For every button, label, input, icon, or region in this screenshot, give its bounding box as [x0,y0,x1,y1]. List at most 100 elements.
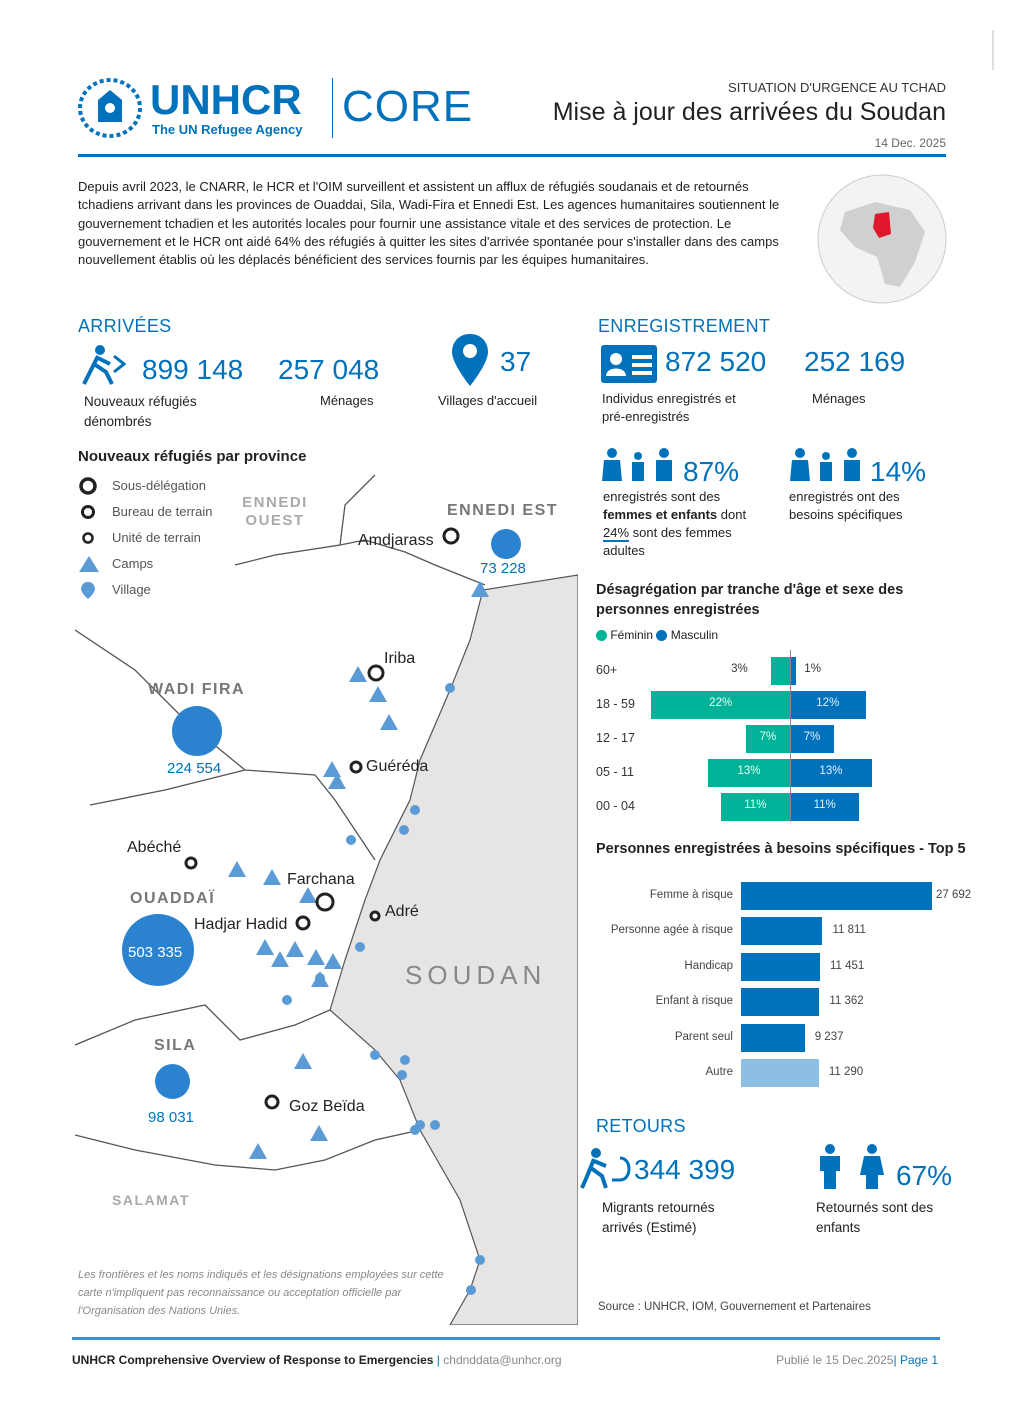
logo-divider [332,78,333,138]
male-bar-label: 11% [813,799,836,811]
camp-marker [307,949,325,965]
region-sila: SILA [154,1037,197,1054]
wc-label-bold: femmes et enfants [603,507,718,522]
registration-households-value: 252 169 [804,346,906,377]
legend-field-unit: Unité de terrain [112,530,201,545]
female-bar [720,793,790,821]
female-legend-label: Féminin [610,628,654,642]
female-bar-label: 13% [737,765,761,777]
specific-needs-label: enregistrés ont des besoins spécifiques [789,489,903,522]
arrivals-refugees-value: 899 148 [142,354,244,385]
place-guereda: Guéréda [366,758,429,775]
children-icon [820,1144,884,1189]
scrollbar[interactable] [992,30,994,70]
region-ennedi-ouest: ENNEDI OUEST [242,494,308,529]
needs-bar [741,1059,819,1087]
female-bar-label: 7% [759,731,777,743]
bubble-ennedi-est [491,529,521,559]
registration-households-label: Ménages [812,391,866,406]
male-bar [790,793,860,821]
core-logo: CORE [342,82,474,131]
footer-right: Publié le 15 Dec.2025| Page 1 [776,1353,938,1367]
needs-value-label: 11 362 [829,995,864,1008]
age-chart-title: Désagrégation par tranche d'âge et sexe … [596,582,904,618]
male-legend-dot [656,630,668,642]
bubble-ouaddai [122,914,194,986]
returnee-walking-icon [580,1148,631,1189]
bubble-wadi-fira [172,706,222,756]
registration-individuals-label: Individus enregistrés et pré-enregistrés [602,391,736,424]
needs-value-label: 11 811 [832,924,866,937]
region-ouaddai: OUADDAÏ [130,890,216,907]
needs-value-label: 9 237 [814,1030,844,1043]
wc-label-pct: 24% [603,525,630,542]
returns-migrants-value: 344 399 [634,1154,736,1185]
office-marker [349,760,363,774]
arrivals-heading: ARRIVÉES [78,316,172,336]
camp-marker [380,714,398,730]
legend-village: Village [112,582,151,597]
sub-delegation-icon [79,477,97,495]
male-bar [790,657,797,685]
village-marker [445,683,455,693]
office-marker [264,1094,280,1110]
registration-individuals-value: 872 520 [665,346,767,377]
footer-email-link[interactable]: chdnddata@unhcr.org [443,1353,562,1367]
footer-org: UNHCR Comprehensive Overview of Response… [72,1353,434,1367]
camp-icon [79,556,99,572]
female-legend-dot [596,630,607,642]
needs-bar [741,988,820,1017]
office-marker [295,915,311,931]
needs-category-label: Handicap [684,959,733,972]
arrivals-refugees-label: Nouveaux réfugiés dénombrés [84,394,197,429]
camp-marker [286,941,304,957]
village-marker [430,1120,440,1130]
returns-heading: RETOURS [596,1116,686,1136]
camp-marker [299,887,317,903]
village-marker [282,995,292,1005]
age-pyramid-chart: 60+ 3% 1% 18 - 59 22% 12% 12 - 17 7% 7% 05 - 11 13… [590,650,890,830]
place-iriba: Iriba [384,650,416,667]
village-marker [370,1050,380,1060]
age-category-label: 60+ [596,663,618,677]
village-marker [355,942,365,952]
camp-marker [263,869,281,885]
value-ennedi-est: 73 228 [480,560,526,577]
region-wadi-fira: WADI FIRA [148,681,246,698]
female-bar [708,759,790,787]
value-sila: 98 031 [148,1109,194,1126]
map-area[interactable] [75,470,578,1325]
female-bar-label: 22% [709,697,733,709]
women-children-label: enregistrés sont des femmes et enfants d… [603,488,763,560]
specific-needs-pct: 14% [870,456,927,487]
needs-category-label: Personne agée à risque [610,924,733,937]
village-marker [399,825,409,835]
village-marker [400,1055,410,1065]
needs-value-label: 11 290 [828,1066,864,1078]
region-soudan: SOUDAN [405,960,547,990]
age-category-label: 05 - 11 [596,765,634,779]
arrivals-villages-value: 37 [500,346,532,377]
wc-label-part: dont [720,507,747,522]
header-date: 14 Dec. 2025 [874,136,946,150]
page-title: Mise à jour des arrivées du Soudan [552,98,946,126]
camp-marker [249,1143,267,1159]
village-pin-icon [81,582,95,599]
field-office-icon [81,505,95,519]
region-salamat: SALAMAT [112,1192,190,1208]
value-wadi-fira: 224 554 [167,760,222,777]
place-abeche: Abéché [127,839,182,856]
village-marker [397,1070,407,1080]
needs-chart-title: Personnes enregistrées à besoins spécifi… [596,841,966,857]
office-marker [442,527,460,545]
age-legend: Féminin Masculin [596,628,718,642]
male-bar [790,725,835,753]
region-ennedi-est: ENNEDI EST [447,502,559,519]
camp-marker [294,1053,312,1069]
camp-marker [323,761,341,777]
female-bar [771,657,790,685]
source-note: Source : UNHCR, IOM, Gouvernement et Par… [598,1301,871,1313]
needs-category-label: Enfant à risque [655,995,733,1008]
map-title: Nouveaux réfugiés par province [78,448,307,465]
male-bar-label: 12% [816,697,840,709]
